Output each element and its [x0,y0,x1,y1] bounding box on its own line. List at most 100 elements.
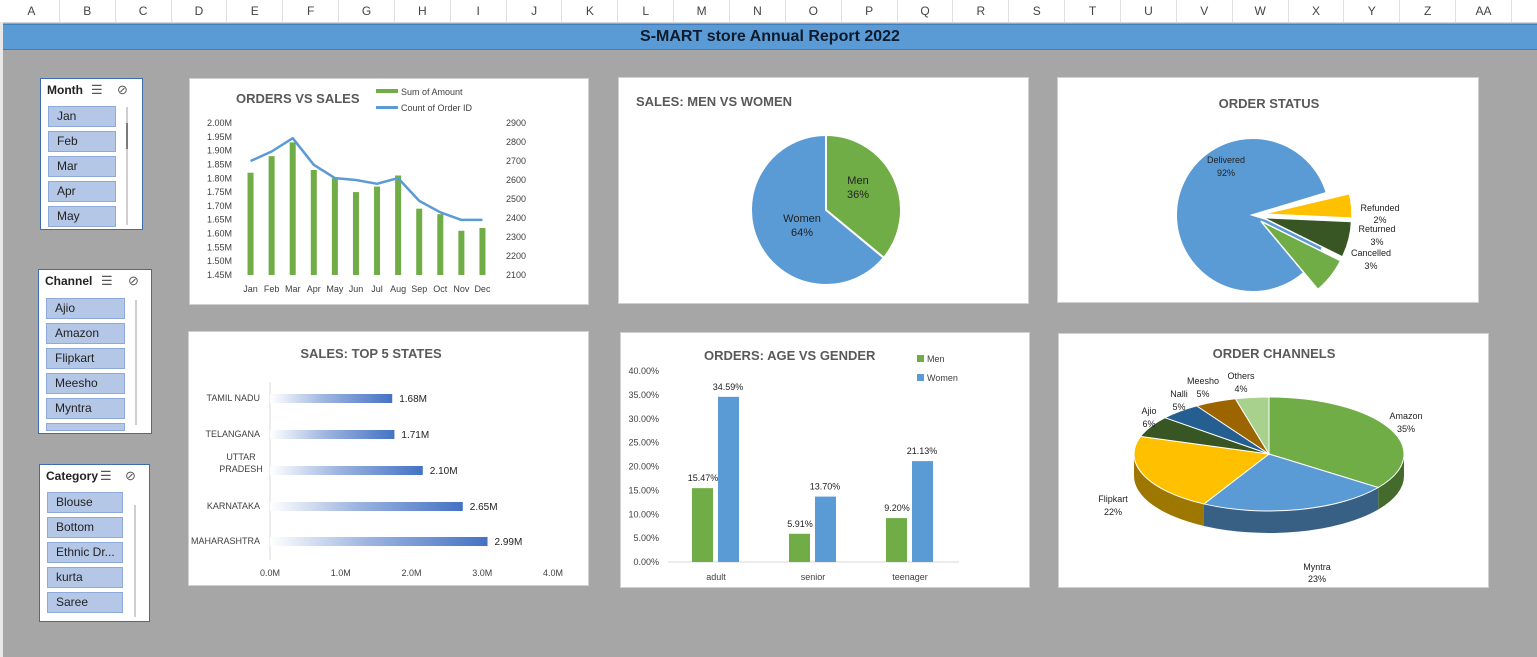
y-tick-label: 1.95M [207,132,232,142]
column-header[interactable]: N [730,0,786,22]
data-label: 13.70% [810,482,841,492]
top-states-chart[interactable]: SALES: TOP 5 STATES TAMIL NADU 1.68M TELAN… [188,331,589,586]
slicer-item[interactable]: Bottom [47,517,123,538]
column-header[interactable]: S [1009,0,1066,22]
column-header[interactable]: Z [1400,0,1457,22]
x-tick-label: Mar [285,284,301,294]
x-tick-label: Dec [474,284,491,294]
data-label: 2.99M [495,537,523,548]
report-title: S-MART store Annual Report 2022 [640,28,900,45]
column-header[interactable]: D [172,0,228,22]
y2-tick-label: 2200 [506,251,526,261]
y-tick-label: 1.50M [207,256,232,266]
slice-label: Meesho [1187,376,1219,386]
clear-filter-icon[interactable]: ⊘ [125,468,136,483]
column-header[interactable]: J [507,0,563,22]
column-header[interactable]: F [283,0,340,22]
column-header[interactable]: U [1121,0,1177,22]
orders-vs-sales-chart[interactable]: ORDERS VS SALES Sum of Amount Count of O… [189,78,589,305]
column-header[interactable]: AA [1456,0,1512,22]
slicer-item[interactable]: Myntra [46,398,125,419]
column-header[interactable]: I [451,0,507,22]
column-header[interactable]: Q [898,0,954,22]
column-header[interactable]: P [842,0,898,22]
slicer-item-partial[interactable] [46,423,125,431]
channel-slicer[interactable]: Channel ☰ ⊘ Ajio Amazon Flipkart Meesho … [38,269,152,434]
column-header[interactable]: B [60,0,116,22]
slicer-item[interactable]: Blouse [47,492,123,513]
state-label: KARNATAKA [207,501,260,511]
slicer-item[interactable]: Apr [48,181,116,202]
legend-swatch-men [917,355,924,362]
slicer-item[interactable]: kurta [47,567,123,588]
slicer-item[interactable]: Feb [48,131,116,152]
slicer-item[interactable]: Ethnic Dr... [47,542,123,563]
order-status-chart[interactable]: ORDER STATUS Delivered 92% Refunded 2% Retur… [1057,77,1479,303]
x-tick-label: Nov [453,284,470,294]
y-tick-label: 1.75M [207,187,232,197]
pie-slice [1260,220,1342,291]
column-header[interactable]: A [4,0,60,22]
data-label: 2.10M [430,466,458,477]
slice-value: 92% [1217,168,1235,178]
y-tick-label: 1.60M [207,229,232,239]
y-tick-label: 10.00% [628,509,659,519]
report-title-bar: S-MART store Annual Report 2022 [3,24,1537,50]
column-header[interactable]: L [618,0,675,22]
orders-vs-sales-svg: ORDERS VS SALES Sum of Amount Count of O… [207,87,526,294]
slicer-item[interactable]: Flipkart [46,348,125,369]
x-tick-label: May [326,284,344,294]
column-header[interactable]: V [1177,0,1233,22]
data-label: 15.47% [688,473,719,483]
slicer-item[interactable]: Jan [48,106,116,127]
age-vs-gender-chart[interactable]: ORDERS: AGE VS GENDER Men Women 40.00% 35… [620,332,1030,588]
y2-tick-label: 2900 [506,118,526,128]
column-header[interactable]: R [953,0,1010,22]
column-header[interactable]: O [786,0,842,22]
data-label: 2.65M [470,502,498,513]
column-header[interactable]: W [1233,0,1289,22]
column-header[interactable]: M [674,0,731,22]
slicer-item[interactable]: Meesho [46,373,125,394]
column-header[interactable]: E [227,0,284,22]
column-header[interactable]: H [395,0,451,22]
slicer-scrollbar[interactable] [126,107,128,225]
column-header[interactable]: G [339,0,395,22]
month-slicer[interactable]: Month ☰ ⊘ Jan Feb Mar Apr May [40,78,143,230]
multi-select-icon[interactable]: ☰ [101,273,113,288]
amount-bar [374,186,381,275]
data-label: 1.68M [399,394,427,405]
slicer-scroll-thumb[interactable] [126,123,128,149]
slicer-item[interactable]: Amazon [46,323,125,344]
clear-filter-icon[interactable]: ⊘ [117,82,128,97]
column-header[interactable]: C [116,0,172,22]
y2-tick-label: 2800 [506,137,526,147]
column-header[interactable]: X [1289,0,1345,22]
slice-label: Others [1227,371,1255,381]
y2-tick-label: 2500 [506,194,526,204]
multi-select-icon[interactable]: ☰ [91,82,103,97]
x-tick-label: Oct [433,284,448,294]
state-bar [270,537,488,546]
column-header[interactable]: T [1065,0,1121,22]
state-bar [270,394,393,403]
slicer-scrollbar[interactable] [134,505,136,617]
column-header[interactable]: Y [1344,0,1401,22]
category-slicer[interactable]: Category ☰ ⊘ Blouse Bottom Ethnic Dr... … [39,464,150,622]
clear-filter-icon[interactable]: ⊘ [128,273,139,288]
order-status-svg: ORDER STATUS Delivered 92% Refunded 2%Retur… [1175,96,1400,293]
men-vs-women-chart[interactable]: SALES: MEN VS WOMEN Men 36% Women 64% [618,77,1029,304]
slicer-scrollbar[interactable] [135,300,137,425]
multi-select-icon[interactable]: ☰ [100,468,112,483]
slicer-item[interactable]: Ajio [46,298,125,319]
slicer-item[interactable]: May [48,206,116,227]
slicer-item[interactable]: Saree [47,592,123,613]
x-tick-label: 3.0M [472,568,492,578]
order-channels-chart[interactable]: ORDER CHANNELS Amazon 35% Myntra 23% Flipkar… [1058,333,1489,588]
data-label: 9.20% [884,503,910,513]
slice-label: Returned [1358,224,1395,234]
amount-bar [395,175,402,275]
slice-value: 22% [1104,507,1122,517]
column-header[interactable]: K [563,0,619,22]
slicer-item[interactable]: Mar [48,156,116,177]
